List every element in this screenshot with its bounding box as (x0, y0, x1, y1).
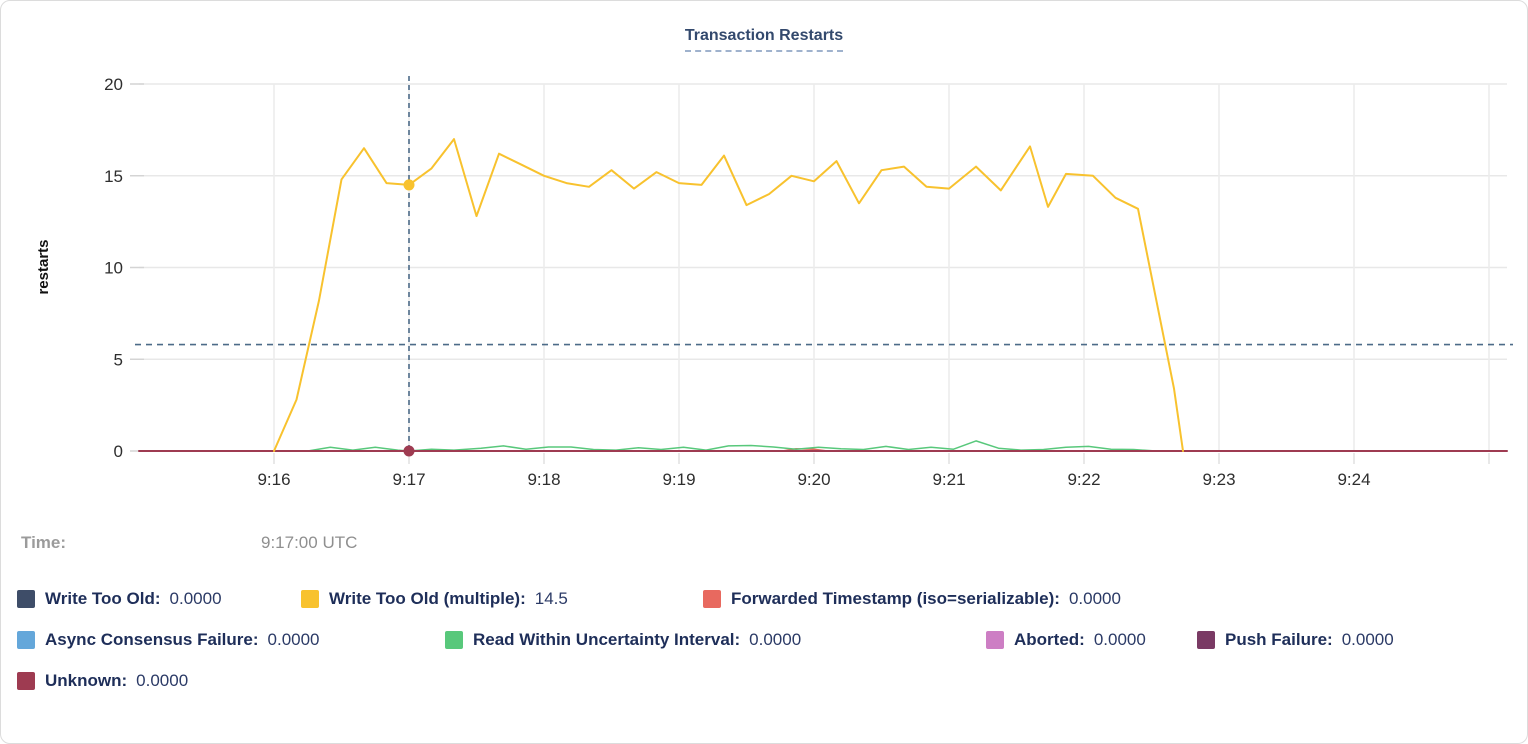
legend-row: Write Too Old: 0.0000 Write Too Old (multi… (17, 589, 1517, 609)
x-tick-label: 9:19 (662, 470, 695, 489)
series-line-write-too-old-multiple (273, 138, 1184, 452)
chart-plot-area[interactable] (139, 76, 1507, 451)
legend-swatch-icon (17, 590, 35, 608)
x-tick-label: 9:20 (797, 470, 830, 489)
x-tick-label: 9:16 (257, 470, 290, 489)
legend-label: Async Consensus Failure: (45, 630, 259, 649)
legend-item-async-consensus-failure[interactable]: Async Consensus Failure: 0.0000 (17, 630, 445, 650)
legend: Write Too Old: 0.0000 Write Too Old (multi… (17, 589, 1517, 712)
hover-dot-unknown (403, 445, 415, 457)
x-tick-label: 9:17 (392, 470, 425, 489)
legend-label: Write Too Old (multiple): (329, 589, 526, 608)
legend-item-write-too-old[interactable]: Write Too Old: 0.0000 (17, 589, 301, 609)
y-tick-label: 20 (104, 75, 123, 94)
legend-value: 14.5 (534, 589, 568, 608)
legend-swatch-icon (703, 590, 721, 608)
legend-swatch-icon (17, 672, 35, 690)
time-label: Time: (21, 533, 67, 552)
x-tick-label: 9:18 (527, 470, 560, 489)
legend-swatch-icon (1197, 631, 1215, 649)
legend-item-forwarded-timestamp-iso-serializable[interactable]: Forwarded Timestamp (iso=serializable): 0… (703, 589, 1121, 609)
x-tick-label: 9:24 (1337, 470, 1370, 489)
legend-row: Unknown: 0.0000 (17, 671, 1517, 691)
legend-label: Push Failure: (1225, 630, 1333, 649)
legend-item-push-failure[interactable]: Push Failure: 0.0000 (1197, 630, 1394, 650)
legend-value: 0.0000 (1068, 589, 1121, 608)
legend-swatch-icon (445, 631, 463, 649)
legend-row: Async Consensus Failure: 0.0000 Read Withi… (17, 630, 1517, 650)
legend-swatch-icon (301, 590, 319, 608)
legend-label: Write Too Old: (45, 589, 161, 608)
y-tick-label: 0 (114, 442, 123, 461)
hover-dot-write-too-old-multiple (403, 179, 415, 191)
legend-swatch-icon (986, 631, 1004, 649)
y-tick-label: 15 (104, 167, 123, 186)
legend-item-unknown[interactable]: Unknown: 0.0000 (17, 671, 188, 691)
legend-value: 0.0000 (169, 589, 222, 608)
legend-value: 0.0000 (267, 630, 320, 649)
legend-label: Unknown: (45, 671, 128, 690)
x-tick-label: 9:23 (1202, 470, 1235, 489)
legend-item-write-too-old-multiple[interactable]: Write Too Old (multiple): 14.5 (301, 589, 703, 609)
legend-label: Read Within Uncertainty Interval: (473, 630, 741, 649)
y-axis-label: restarts (35, 239, 52, 294)
chart-canvas: 0 5 10 15 20 9:16 9:17 9:18 9:19 9:20 9:21 9:22 9:23… (35, 75, 1513, 489)
y-tick-label: 5 (114, 350, 123, 369)
x-tick-label: 9:22 (1067, 470, 1100, 489)
series-line-read-within-uncertainty-interval (307, 440, 1157, 452)
legend-swatch-icon (17, 631, 35, 649)
y-tick-label: 10 (104, 259, 123, 278)
time-value: 9:17:00 UTC (261, 533, 358, 552)
legend-item-read-within-uncertainty-interval[interactable]: Read Within Uncertainty Interval: 0.0000 (445, 630, 986, 650)
legend-item-aborted[interactable]: Aborted: 0.0000 (986, 630, 1197, 650)
legend-value: 0.0000 (1093, 630, 1146, 649)
legend-label: Forwarded Timestamp (iso=serializable): (731, 589, 1060, 608)
legend-value: 0.0000 (136, 671, 189, 690)
legend-value: 0.0000 (749, 630, 802, 649)
legend-value: 0.0000 (1341, 630, 1394, 649)
x-tick-label: 9:21 (932, 470, 965, 489)
legend-label: Aborted: (1014, 630, 1085, 649)
